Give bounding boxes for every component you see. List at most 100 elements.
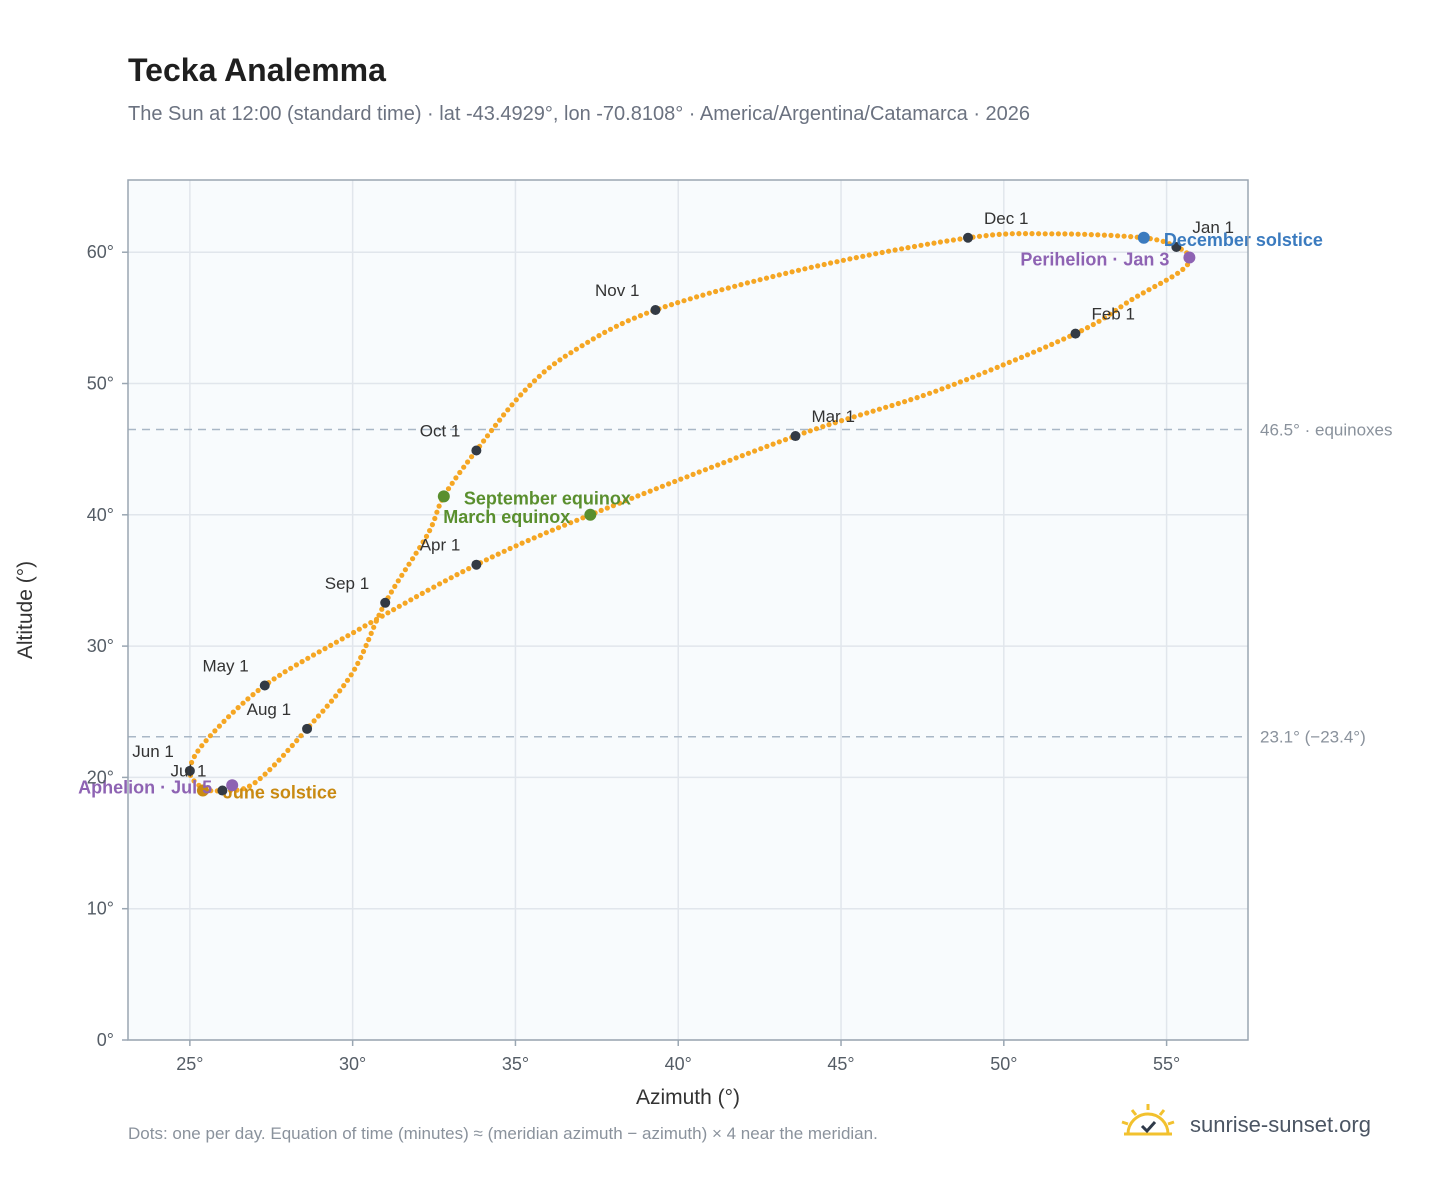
- daily-sun-dot: [562, 353, 568, 359]
- daily-sun-dot: [957, 236, 963, 242]
- daily-sun-dot: [246, 783, 253, 789]
- daily-sun-dot: [733, 455, 739, 461]
- month-marker-dot: [380, 597, 391, 608]
- daily-sun-dot: [449, 480, 455, 486]
- month-marker-dot: [790, 431, 801, 442]
- daily-sun-dot: [333, 693, 339, 699]
- daily-sun-dot: [465, 459, 471, 465]
- daily-sun-dot: [413, 550, 419, 556]
- reference-line-label: 23.1° (−23.4°): [1260, 728, 1366, 747]
- daily-sun-dot: [445, 486, 452, 492]
- daily-sun-dot: [310, 652, 317, 658]
- daily-sun-dot: [315, 713, 322, 719]
- y-tick-label: 0°: [97, 1030, 114, 1050]
- daily-sun-dot: [920, 392, 926, 399]
- daily-sun-dot: [574, 517, 580, 523]
- month-marker-dot: [217, 785, 228, 796]
- daily-sun-dot: [240, 786, 247, 792]
- daily-sun-dot: [257, 775, 263, 782]
- daily-sun-dot: [776, 439, 782, 445]
- y-axis-title: Altitude (°): [14, 561, 37, 659]
- daily-sun-dot: [908, 397, 914, 403]
- daily-sun-dot: [668, 302, 675, 308]
- daily-sun-dot: [1084, 325, 1091, 331]
- month-marker-dot: [650, 304, 661, 315]
- daily-sun-dot: [847, 256, 853, 262]
- daily-sun-dot: [789, 269, 795, 275]
- y-tick-label: 60°: [87, 242, 114, 262]
- month-marker-label: Apr 1: [420, 536, 461, 555]
- event-marker-dot: [437, 490, 450, 503]
- daily-sun-dot: [1146, 287, 1152, 293]
- daily-sun-dot: [363, 642, 369, 649]
- daily-sun-dot: [395, 578, 401, 584]
- daily-sun-dot: [681, 298, 687, 304]
- daily-sun-dot: [344, 677, 351, 683]
- daily-sun-dot: [541, 369, 547, 375]
- daily-sun-dot: [820, 424, 826, 430]
- daily-sun-dot: [1169, 274, 1175, 280]
- daily-sun-dot: [420, 539, 426, 545]
- daily-sun-dot: [1037, 347, 1043, 353]
- daily-sun-dot: [469, 454, 475, 460]
- daily-sun-dot: [1003, 231, 1009, 237]
- daily-sun-dot: [191, 778, 197, 784]
- daily-sun-dot: [666, 481, 672, 487]
- daily-sun-dot: [568, 520, 574, 526]
- daily-sun-dot: [675, 300, 681, 306]
- daily-sun-dot: [1096, 318, 1102, 324]
- daily-sun-dot: [525, 537, 531, 544]
- daily-sun-dot: [328, 698, 335, 704]
- daily-sun-dot: [1129, 296, 1135, 303]
- daily-sun-dot: [522, 387, 528, 393]
- reference-lines: 46.5° · equinoxes 23.1° (−23.4°): [128, 420, 1393, 747]
- daily-sun-dot: [1042, 231, 1048, 237]
- brand[interactable]: sunrise-sunset.org: [1120, 1102, 1420, 1148]
- daily-sun-dot: [366, 636, 372, 643]
- daily-sun-dot: [713, 288, 719, 295]
- daily-sun-dot: [1108, 232, 1114, 238]
- daily-sun-dot: [402, 600, 408, 606]
- daily-sun-dot: [437, 581, 443, 587]
- daily-sun-dot: [396, 603, 402, 609]
- daily-sun-dot: [362, 623, 368, 629]
- daily-sun-dot: [1029, 231, 1035, 237]
- daily-sun-dot: [905, 245, 911, 251]
- chart-subtitle: The Sun at 12:00 (standard time) · lat -…: [128, 103, 1031, 125]
- daily-sun-dot: [195, 748, 201, 754]
- daily-sun-dot: [876, 406, 883, 412]
- event-label: Aphelion · Jul 5: [78, 777, 212, 797]
- month-marker-dot: [184, 765, 195, 776]
- daily-sun-dot: [899, 246, 905, 252]
- daily-sun-dot: [1135, 293, 1141, 299]
- daily-sun-dot: [262, 771, 268, 777]
- month-marker-label: Oct 1: [420, 421, 461, 440]
- daily-sun-dot: [1079, 328, 1085, 334]
- daily-sun-dot: [1128, 234, 1134, 240]
- daily-sun-dot: [902, 399, 908, 405]
- daily-sun-dot: [1166, 241, 1172, 247]
- daily-sun-dot: [408, 597, 414, 603]
- daily-sun-dot: [519, 540, 525, 546]
- daily-sun-dot: [1016, 231, 1022, 237]
- daily-sun-dot: [507, 545, 513, 552]
- daily-sun-dot: [1055, 339, 1061, 345]
- daily-sun-dot: [557, 357, 563, 363]
- daily-sun-dot: [495, 551, 501, 557]
- daily-sun-dot: [555, 525, 562, 531]
- daily-sun-dot: [417, 545, 423, 551]
- daily-sun-dot: [501, 548, 507, 554]
- x-tick-label: 40°: [665, 1054, 692, 1074]
- daily-sun-dot: [537, 532, 543, 538]
- daily-sun-dot: [483, 557, 489, 563]
- daily-sun-dot: [970, 374, 976, 380]
- daily-sun-dot: [635, 493, 641, 499]
- daily-sun-dot: [706, 290, 712, 296]
- daily-sun-dot: [782, 437, 789, 443]
- daily-sun-dot: [376, 612, 382, 618]
- y-tick-label: 50°: [87, 374, 114, 394]
- daily-sun-dot: [358, 654, 364, 661]
- daily-sun-dot: [783, 270, 789, 276]
- daily-sun-dot: [996, 231, 1002, 237]
- daily-sun-dot: [250, 692, 256, 698]
